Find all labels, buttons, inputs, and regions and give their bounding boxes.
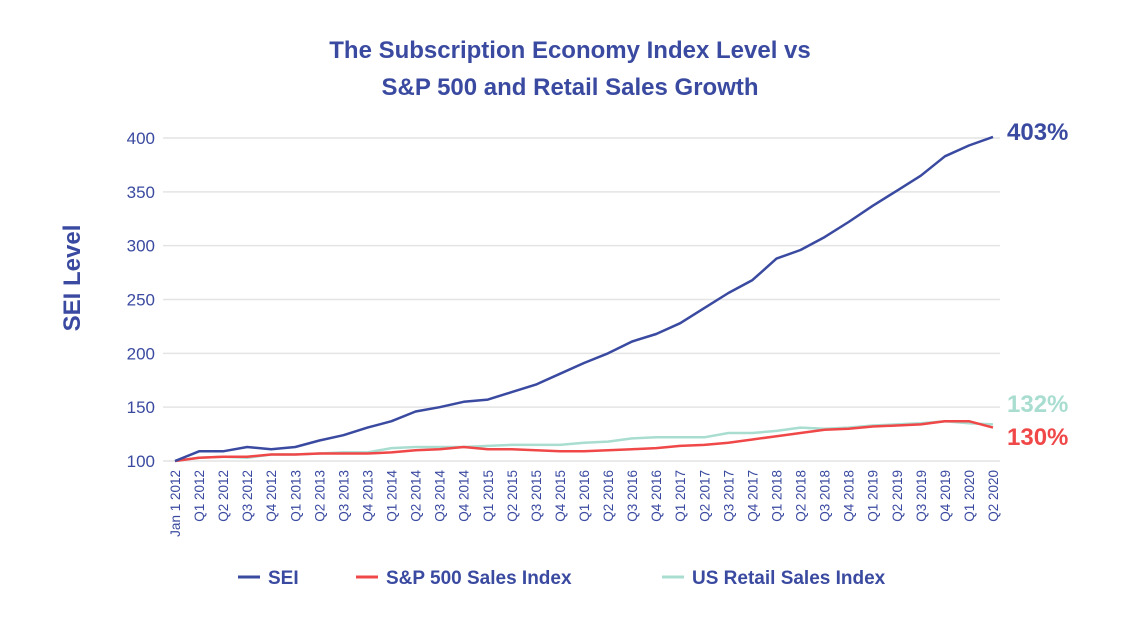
y-tick-label: 400 <box>127 129 155 148</box>
y-tick-label: 300 <box>127 237 155 256</box>
end-value-label: 132% <box>1007 391 1068 418</box>
x-tick-label: Q4 2017 <box>745 470 760 522</box>
x-tick-label: Q3 2019 <box>914 470 929 522</box>
x-tick-label: Q1 2012 <box>192 470 207 522</box>
x-tick-label: Q3 2018 <box>818 470 833 522</box>
x-tick-label: Q1 2019 <box>866 470 881 522</box>
x-tick-label: Q2 2017 <box>697 470 712 522</box>
x-tick-label: Q2 2016 <box>601 470 616 522</box>
x-tick-label: Q1 2017 <box>673 470 688 522</box>
x-tick-label: Q1 2015 <box>481 470 496 522</box>
x-tick-label: Q1 2014 <box>385 470 400 522</box>
x-tick-label: Q1 2018 <box>769 470 784 522</box>
x-tick-label: Q3 2015 <box>529 470 544 522</box>
legend-label: S&P 500 Sales Index <box>386 568 572 589</box>
x-tick-label: Q3 2016 <box>625 470 640 522</box>
x-tick-label: Q2 2012 <box>216 470 231 522</box>
y-axis-label: SEI Level <box>59 225 86 332</box>
x-tick-label: Q4 2015 <box>553 470 568 522</box>
x-tick-label: Q4 2013 <box>360 470 375 522</box>
y-tick-label: 350 <box>127 183 155 202</box>
end-value-label: 130% <box>1007 424 1068 451</box>
x-tick-label: Q2 2014 <box>409 470 424 522</box>
x-tick-label: Jan 1 2012 <box>168 470 183 537</box>
x-tick-label: Q2 2018 <box>794 470 809 522</box>
series-line-s-p-500-sales-index <box>174 419 994 463</box>
y-tick-label: 200 <box>127 344 155 363</box>
x-tick-label: Q2 2013 <box>312 470 327 522</box>
x-tick-label: Q4 2018 <box>842 470 857 522</box>
x-tick-label: Q4 2019 <box>938 470 953 522</box>
x-tick-label: Q4 2016 <box>649 470 664 522</box>
x-tick-label: Q3 2014 <box>433 470 448 522</box>
x-tick-label: Q2 2015 <box>505 470 520 522</box>
end-value-label: 403% <box>1007 119 1068 146</box>
x-tick-label: Q3 2012 <box>240 470 255 522</box>
legend-label: SEI <box>268 568 299 589</box>
x-tick-label: Q1 2016 <box>577 470 592 522</box>
x-tick-label: Q3 2017 <box>721 470 736 522</box>
x-tick-label: Q2 2020 <box>986 470 1001 522</box>
legend-label: US Retail Sales Index <box>692 568 886 589</box>
y-tick-label: 150 <box>127 398 155 417</box>
x-tick-label: Q4 2012 <box>264 470 279 522</box>
chart-title-line-1: The Subscription Economy Index Level vs <box>329 37 810 64</box>
x-tick-label: Q4 2014 <box>457 470 472 522</box>
x-tick-label: Q1 2020 <box>962 470 977 522</box>
x-tick-label: Q3 2013 <box>336 470 351 522</box>
y-tick-label: 250 <box>127 291 155 310</box>
series-line-sei <box>174 135 994 463</box>
x-tick-label: Q2 2019 <box>890 470 905 522</box>
chart-title-line-2: S&P 500 and Retail Sales Growth <box>381 74 758 101</box>
y-tick-label: 100 <box>127 452 155 471</box>
x-tick-label: Q1 2013 <box>288 470 303 522</box>
